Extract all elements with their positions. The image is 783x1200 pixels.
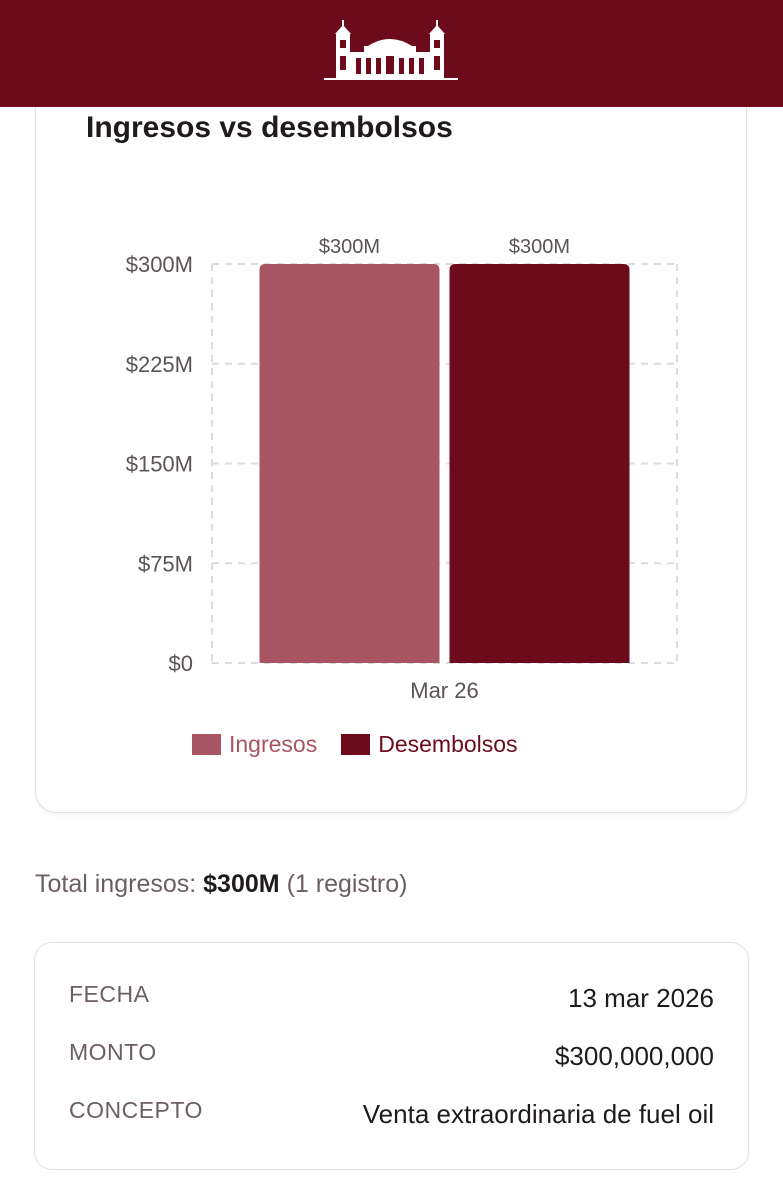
data-label-ingresos: $300M	[319, 236, 380, 258]
detail-value-concepto: Venta extraordinaria de fuel oil	[362, 1099, 714, 1129]
palace-logo-icon	[324, 20, 458, 80]
legend-label-ingresos: Ingresos	[229, 731, 318, 757]
x-tick-label: Mar 26	[410, 678, 478, 703]
detail-row-concepto: CONCEPTO Venta extraordinaria de fuel oi…	[35, 1097, 748, 1137]
y-tick-label: $0	[169, 651, 193, 676]
legend-item-desembolsos[interactable]: Desembolsos	[341, 731, 518, 758]
bar-desembolsos	[449, 264, 630, 663]
detail-row-monto: MONTO $300,000,000	[35, 1039, 748, 1079]
detail-value-monto: $300,000,000	[554, 1041, 714, 1071]
y-tick-label: $225M	[126, 352, 193, 377]
detail-value-fecha: 13 mar 2026	[568, 983, 714, 1013]
app-header	[0, 0, 783, 107]
summary-prefix: Total ingresos:	[35, 870, 197, 898]
detail-label-monto: MONTO	[69, 1039, 157, 1065]
chart-title: Ingresos vs desembolsos	[86, 111, 453, 144]
legend-swatch-ingresos	[192, 734, 221, 755]
y-tick-label: $300M	[126, 252, 193, 277]
record-detail-card[interactable]: FECHA 13 mar 2026 MONTO $300,000,000 CON…	[34, 942, 749, 1170]
bar-ingresos	[259, 264, 440, 663]
legend-item-ingresos[interactable]: Ingresos	[192, 731, 317, 758]
summary-amount: $300M	[203, 870, 280, 898]
legend-label-desembolsos: Desembolsos	[378, 731, 518, 757]
detail-label-concepto: CONCEPTO	[69, 1097, 203, 1123]
y-tick-label: $150M	[126, 452, 193, 477]
summary-count: (1 registro)	[286, 870, 408, 898]
y-tick-label: $75M	[138, 551, 193, 576]
detail-row-fecha: FECHA 13 mar 2026	[35, 981, 748, 1021]
total-summary: Total ingresos: $300M (1 registro)	[35, 870, 407, 899]
bar-chart: $0 $75M $150M $225M $300M $300M $300M Mar 26	[126, 236, 678, 703]
chart-legend: Ingresos Desembolsos	[192, 731, 518, 758]
data-label-desembolsos: $300M	[509, 236, 570, 258]
legend-swatch-desembolsos	[341, 734, 371, 755]
detail-label-fecha: FECHA	[69, 981, 150, 1007]
